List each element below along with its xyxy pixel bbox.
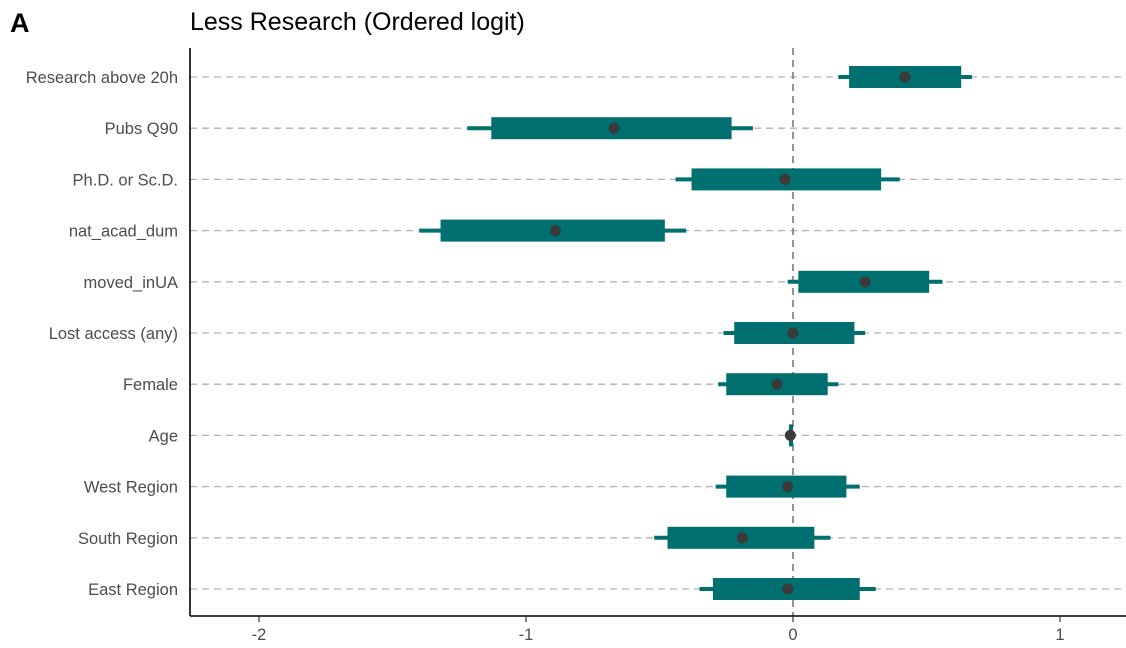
gridlines (190, 76, 1126, 590)
point-estimate (787, 327, 799, 339)
y-axis-labels: Research above 20h Pubs Q90 Ph.D. or Sc.D.… (26, 69, 178, 599)
x-tick-label: -1 (519, 626, 534, 644)
x-tick-label: 1 (1055, 626, 1064, 644)
y-axis-label: East Region (88, 581, 178, 599)
point-estimate (549, 225, 561, 237)
point-estimate (782, 481, 794, 493)
x-tick-label: -2 (252, 626, 267, 644)
y-axis-label: moved_inUA (84, 274, 178, 292)
panel-label: A (10, 8, 30, 38)
point-estimate (859, 276, 871, 288)
y-axis-label: West Region (84, 479, 178, 497)
x-tick-label: 0 (788, 626, 797, 644)
y-axis-label: Age (149, 427, 178, 445)
y-axis-label: Female (123, 376, 178, 394)
point-estimate (736, 532, 748, 544)
point-estimate (784, 429, 796, 441)
point-estimate (782, 583, 794, 595)
y-axis-label: Pubs Q90 (105, 120, 178, 138)
y-axis-label: Ph.D. or Sc.D. (73, 171, 178, 189)
point-estimate (779, 173, 791, 185)
x-axis-ticks: -2 -1 0 1 (252, 616, 1065, 644)
point-estimate (608, 122, 620, 134)
y-axis-label: South Region (78, 530, 178, 548)
y-axis-label: Lost access (any) (49, 325, 178, 343)
coefficient-marks (419, 66, 972, 600)
chart-title: Less Research (Ordered logit) (190, 8, 525, 36)
y-axis-label: Research above 20h (26, 69, 178, 87)
y-axis-label: nat_acad_dum (69, 223, 178, 241)
point-estimate (771, 378, 783, 390)
point-estimate (899, 71, 911, 83)
